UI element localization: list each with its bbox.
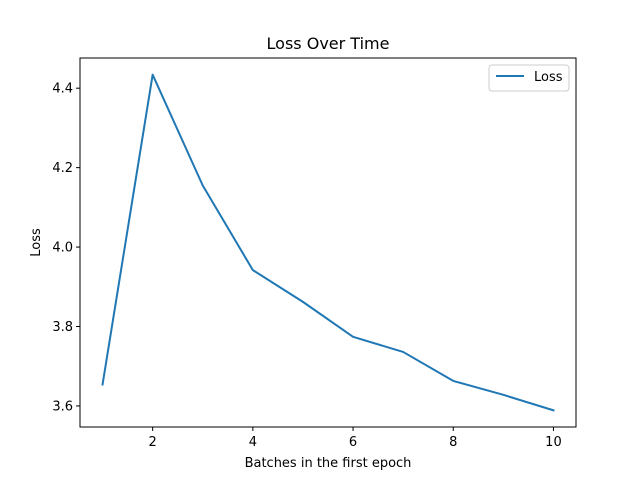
series-layer	[101, 73, 555, 412]
plot-area-frame	[79, 57, 577, 428]
y-tick-label: 3.8	[52, 320, 73, 335]
y-tick-label: 3.6	[52, 399, 73, 414]
y-tick-label: 4.2	[52, 161, 73, 176]
x-tick-label: 8	[449, 435, 457, 450]
y-tick-label: 4.4	[52, 82, 73, 97]
x-axis: 2 4 6 8 10	[149, 427, 562, 450]
y-axis: 3.6 3.8 4.0 4.2 4.4	[52, 82, 80, 414]
x-tick-label: 2	[149, 435, 157, 450]
chart-title: Loss Over Time	[267, 34, 390, 53]
y-axis-label: Loss	[29, 228, 44, 257]
legend-label-loss: Loss	[534, 70, 563, 85]
x-tick-label: 6	[349, 435, 357, 450]
x-tick-label: 4	[249, 435, 257, 450]
legend-box	[488, 64, 570, 92]
series-line-loss	[101, 73, 555, 412]
x-axis-label: Batches in the first epoch	[245, 456, 412, 471]
legend: Loss	[488, 64, 570, 92]
x-tick-label: 10	[545, 435, 562, 450]
y-tick-label: 4.0	[52, 241, 73, 256]
